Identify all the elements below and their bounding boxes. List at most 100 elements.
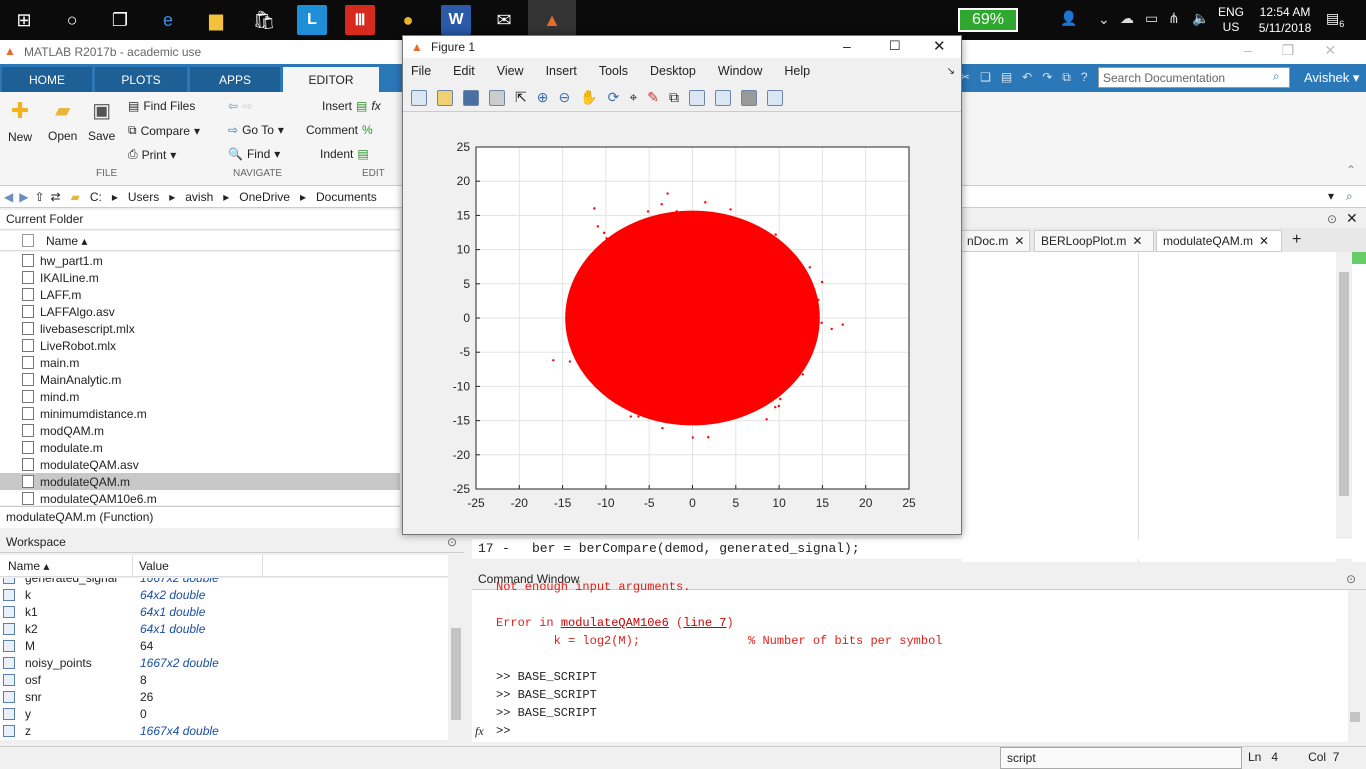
command-window-menu-icon[interactable]: ⊙: [1346, 572, 1357, 586]
user-account-menu[interactable]: Avishek ▾: [1304, 70, 1360, 85]
find-button[interactable]: 🔍 Find ▾: [228, 147, 281, 161]
workspace-variable-row[interactable]: M 64: [0, 637, 448, 654]
file-list-item[interactable]: main.m: [0, 354, 400, 371]
chrome-icon[interactable]: ●: [402, 9, 414, 30]
tab-apps[interactable]: APPS: [190, 67, 280, 92]
file-list-item[interactable]: LiveRobot.mlx: [0, 337, 400, 354]
forward-arrow-icon[interactable]: ⇨: [242, 99, 253, 113]
task-view-icon[interactable]: ❐: [111, 9, 129, 30]
workspace-variable-row[interactable]: generated_signal1667x2 double: [0, 578, 448, 586]
command-window-scrollbar[interactable]: [1348, 590, 1362, 742]
new-figure-icon[interactable]: [411, 89, 427, 106]
link-plot-icon[interactable]: ⧉: [669, 89, 679, 105]
people-icon[interactable]: 👤: [1060, 10, 1078, 26]
launcher-l-icon[interactable]: L: [288, 0, 336, 40]
file-list-item[interactable]: modulateQAM.m: [0, 473, 400, 490]
print-figure-icon[interactable]: [489, 89, 505, 106]
figure-menu-desktop[interactable]: Desktop: [650, 64, 696, 78]
matlab-icon[interactable]: ▲: [528, 0, 576, 40]
figure-menu-file[interactable]: File: [411, 64, 432, 78]
breadcrumb-c[interactable]: C:: [89, 189, 102, 204]
path-dropdown-icon[interactable]: ▾: [1328, 189, 1335, 203]
copy-icon[interactable]: ❏: [980, 70, 991, 84]
chevron-up-icon[interactable]: ⌄: [1098, 11, 1110, 27]
legend-icon[interactable]: [715, 89, 731, 106]
indent-button[interactable]: Indent ▤: [320, 147, 369, 161]
editor-menu-icon[interactable]: ⊙: [1327, 212, 1338, 226]
figure-close-icon[interactable]: ✕: [933, 38, 946, 55]
back-arrow-icon[interactable]: ⇦: [228, 99, 239, 113]
save-button[interactable]: ▣ Save: [88, 98, 115, 143]
tab-plots[interactable]: PLOTS: [95, 67, 187, 92]
open-file-icon[interactable]: [437, 89, 453, 106]
windows-start-icon[interactable]: ⊞: [16, 9, 32, 30]
mail-icon[interactable]: ✉: [496, 9, 512, 30]
close-icon[interactable]: ✕: [1324, 42, 1337, 58]
workspace-variable-row[interactable]: snr 26: [0, 688, 448, 705]
open-button[interactable]: ▰ Open: [48, 98, 77, 143]
onedrive-icon[interactable]: ☁: [1120, 10, 1134, 26]
workspace-variable-row[interactable]: noisy_points 1667x2 double: [0, 654, 448, 671]
workspace-variable-row[interactable]: osf 8: [0, 671, 448, 688]
figure-menu-help[interactable]: Help: [784, 64, 811, 78]
rotate-3d-icon[interactable]: ⟳: [607, 89, 620, 105]
file-list-item[interactable]: LAFFAlgo.asv: [0, 303, 400, 320]
figure-menu-edit[interactable]: Edit: [453, 64, 475, 78]
clock[interactable]: 12:54 AM 5/11/2018: [1255, 4, 1315, 36]
compare-button[interactable]: ⧉ Compare ▾: [128, 123, 200, 138]
comment-button[interactable]: Comment%: [306, 123, 373, 137]
breadcrumb-avish[interactable]: avish: [185, 189, 214, 204]
close-editor-icon[interactable]: ✕: [1346, 210, 1358, 226]
hide-plot-tools-icon[interactable]: [741, 89, 757, 106]
wifi-icon[interactable]: ⋔: [1168, 10, 1180, 26]
colorbar-icon[interactable]: [689, 89, 705, 106]
editor-body[interactable]: [962, 252, 1366, 562]
figure-title-bar[interactable]: ▲ Figure 1 – ☐ ✕: [403, 36, 961, 58]
print-button[interactable]: ⎙ Print ▾: [128, 147, 177, 162]
file-list-item[interactable]: modulateQAM.asv: [0, 456, 400, 473]
browse-folder-icon[interactable]: ⇄: [50, 189, 61, 204]
minimize-icon[interactable]: –: [1244, 42, 1252, 58]
figure-menu-insert[interactable]: Insert: [545, 64, 577, 78]
find-files-button[interactable]: ▤ Find Files: [128, 99, 195, 113]
volume-icon[interactable]: 🔈: [1192, 10, 1210, 26]
breadcrumb-users[interactable]: Users: [127, 189, 160, 204]
breadcrumb-onedrive[interactable]: OneDrive: [239, 189, 290, 204]
fx-icon[interactable]: fx: [371, 99, 381, 113]
battery-indicator[interactable]: 69%: [958, 8, 1018, 32]
search-icon[interactable]: ⌕: [1273, 69, 1280, 83]
file-list-item[interactable]: modulateQAM10e6.m: [0, 490, 400, 505]
up-folder-icon[interactable]: ⇧: [34, 189, 45, 204]
action-center-icon[interactable]: ▤6: [1326, 10, 1345, 29]
back-icon[interactable]: ◀: [4, 189, 14, 204]
tab-home[interactable]: HOME: [2, 67, 92, 92]
collapse-ribbon-icon[interactable]: ⌃: [1346, 163, 1357, 177]
ws-value-column-header[interactable]: Value: [132, 555, 175, 577]
brush-icon[interactable]: ✎: [647, 89, 659, 105]
language-indicator[interactable]: ENG US: [1218, 5, 1244, 35]
cortana-icon[interactable]: ○: [66, 9, 78, 30]
workspace-variable-row[interactable]: k2 64x1 double: [0, 620, 448, 637]
workspace-variable-row[interactable]: z 1667x4 double: [0, 722, 448, 739]
file-list-item[interactable]: mind.m: [0, 388, 400, 405]
figure-menu-view[interactable]: View: [496, 64, 524, 78]
goto-button[interactable]: ⇨ Go To ▾: [228, 123, 284, 137]
forward-icon[interactable]: ▶: [19, 189, 29, 204]
file-list-item[interactable]: modQAM.m: [0, 422, 400, 439]
file-list-item[interactable]: IKAILine.m: [0, 269, 400, 286]
cut-icon[interactable]: ✂: [960, 70, 971, 84]
figure-menu-window[interactable]: Window: [717, 64, 763, 78]
workspace-menu-icon[interactable]: ⊙: [447, 535, 458, 549]
file-list-item[interactable]: livebasescript.mlx: [0, 320, 400, 337]
figure-menu-tools[interactable]: Tools: [598, 64, 629, 78]
search-documentation-input[interactable]: Search Documentation: [1098, 67, 1290, 88]
command-window-output[interactable]: Not enough input arguments. Error in modu…: [472, 580, 1348, 742]
store-icon[interactable]: 🛍: [252, 9, 276, 30]
workspace-scrollbar[interactable]: [448, 578, 464, 740]
paste-icon[interactable]: ▤: [1000, 70, 1013, 84]
new-button[interactable]: ✚ New: [8, 98, 32, 144]
file-explorer-icon[interactable]: ▆: [209, 9, 223, 30]
workspace-variable-row[interactable]: k 64x2 double: [0, 586, 448, 603]
breadcrumb-documents[interactable]: Documents: [316, 189, 377, 204]
